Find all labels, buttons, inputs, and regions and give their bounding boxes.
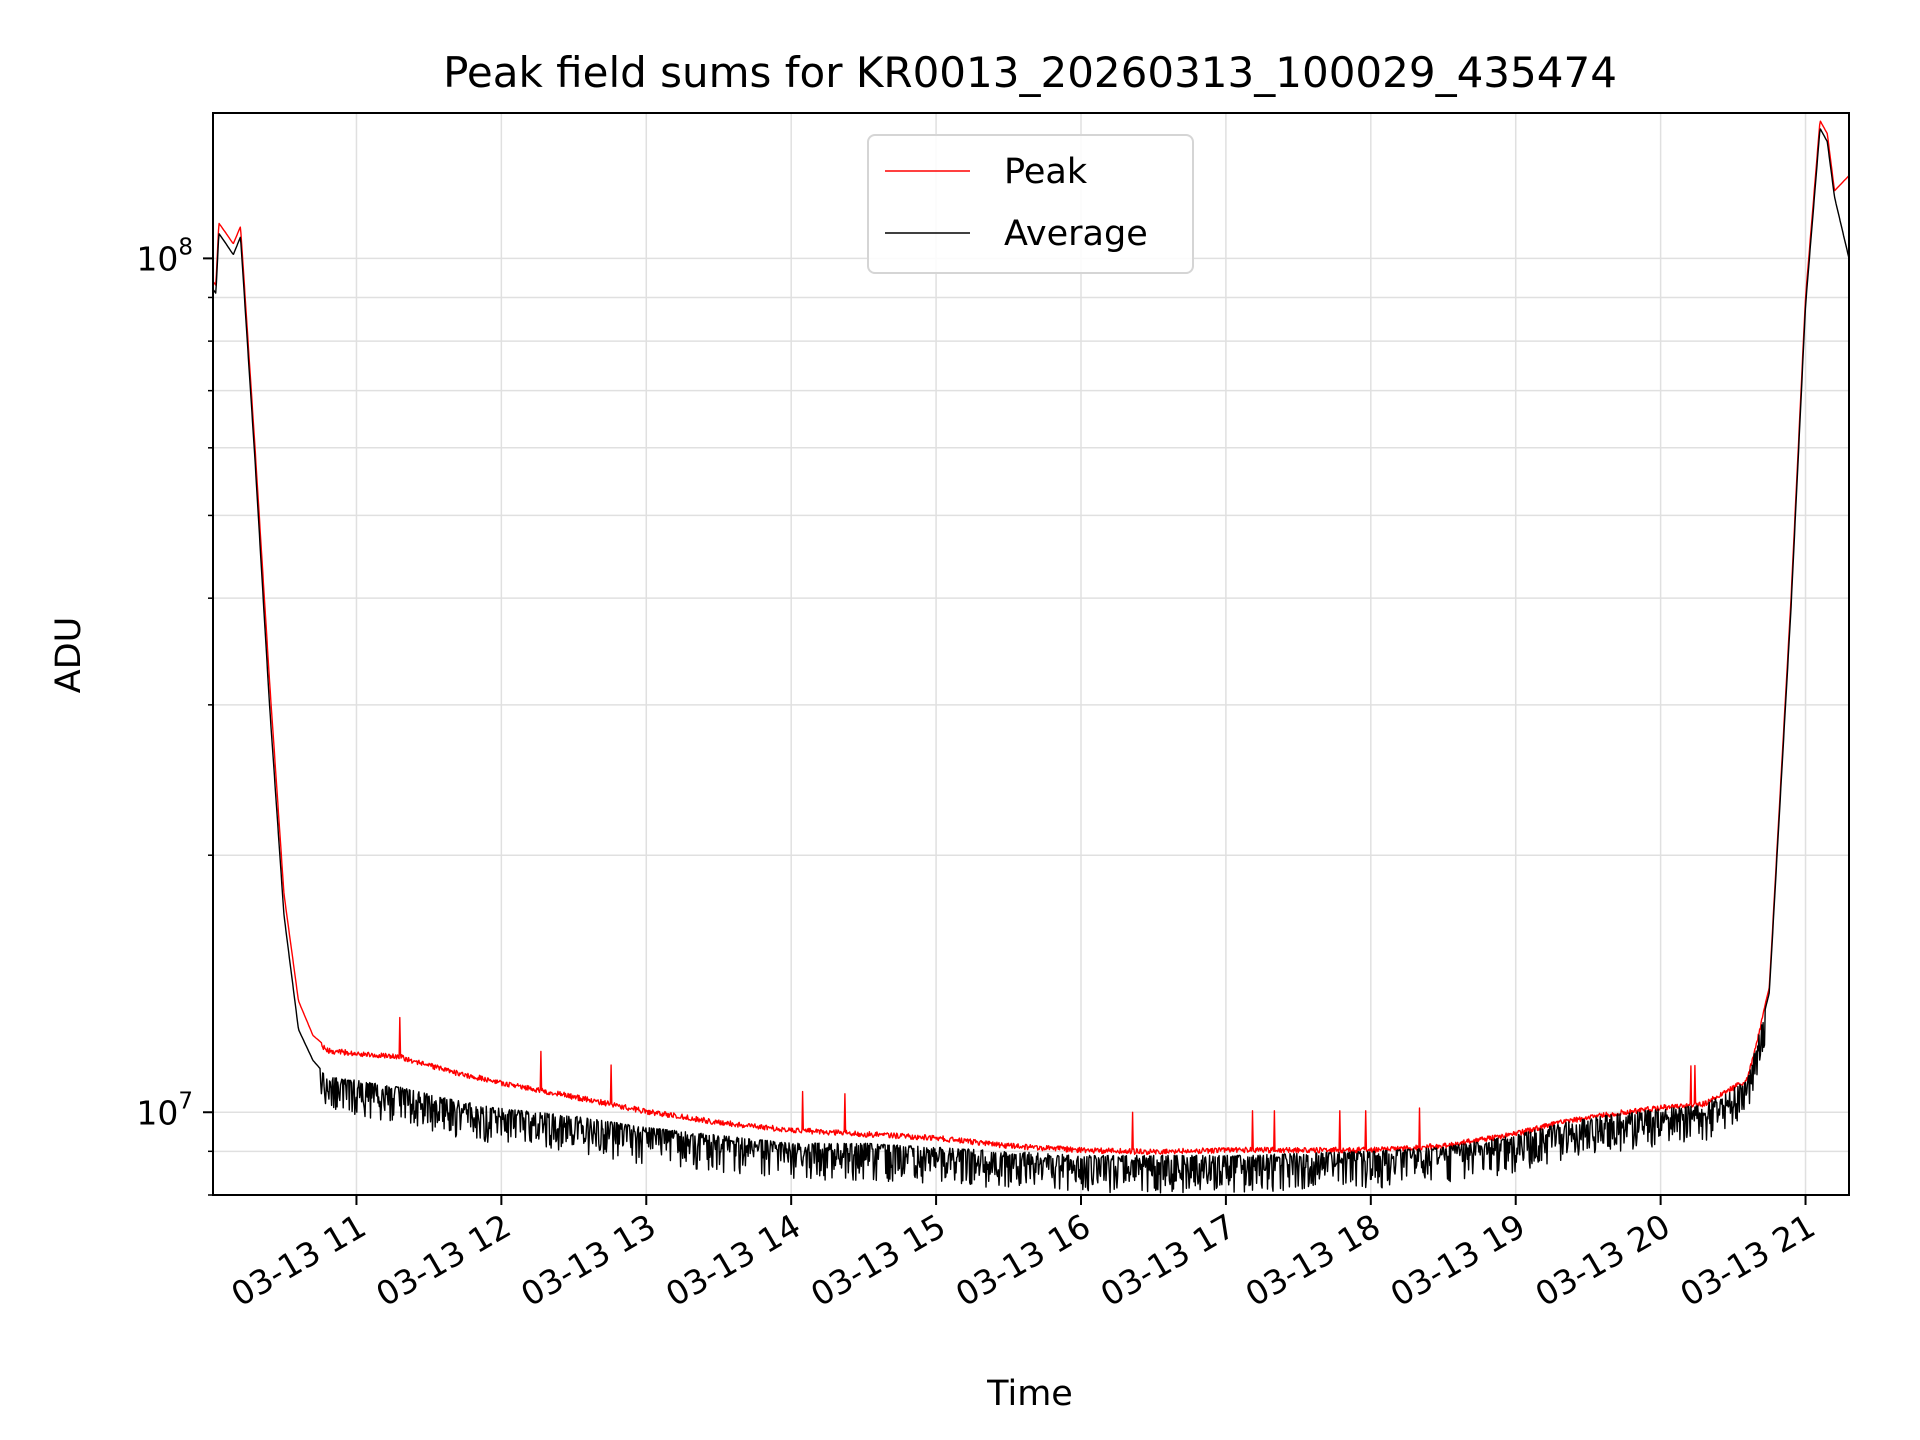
series-line-average: [213, 128, 1849, 1194]
y-tick-label: 107: [136, 1088, 193, 1132]
x-tick-label: 03-13 14: [659, 1206, 807, 1314]
y-axis: 107 108: [136, 234, 213, 1196]
chart-title: Peak field sums for KR0013_20260313_1000…: [443, 48, 1617, 97]
x-tick-label: 03-13 11: [224, 1206, 372, 1314]
x-tick-label: 03-13 18: [1239, 1206, 1387, 1314]
grid: [213, 113, 1849, 1196]
x-tick-label: 03-13 15: [804, 1206, 952, 1314]
x-tick-label: 03-13 16: [949, 1206, 1097, 1314]
x-axis-label: Time: [986, 1374, 1073, 1414]
legend-box: [867, 134, 1194, 274]
series-line-peak: [213, 120, 1849, 1156]
y-axis-label: ADU: [49, 617, 89, 694]
legend: Peak Average: [867, 134, 1194, 274]
x-tick-label: 03-13 17: [1094, 1206, 1242, 1314]
series-layer: [213, 120, 1849, 1194]
x-tick-label: 03-13 13: [514, 1206, 662, 1314]
plot-frame: [212, 112, 1850, 1196]
legend-peak-label: Peak: [1004, 152, 1088, 192]
y-tick-label: 108: [136, 234, 193, 278]
x-tick-label: 03-13 20: [1529, 1206, 1677, 1314]
x-tick-label: 03-13 21: [1674, 1206, 1822, 1314]
legend-average-label: Average: [1004, 214, 1148, 254]
x-tick-label: 03-13 19: [1384, 1206, 1532, 1314]
x-tick-label: 03-13 12: [369, 1206, 517, 1314]
